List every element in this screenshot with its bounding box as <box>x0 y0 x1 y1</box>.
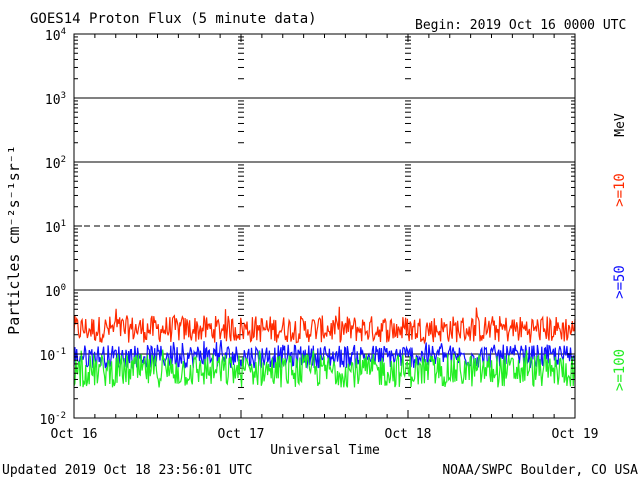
chart-title: GOES14 Proton Flux (5 minute data) <box>30 11 317 27</box>
y-tick-exponent: 1 <box>61 219 66 229</box>
y-tick-label: 101 <box>45 219 66 236</box>
begin-label: Begin: 2019 Oct 16 0000 UTC <box>415 18 626 33</box>
x-tick-label: Oct 17 <box>218 427 265 442</box>
y-tick-label: 100 <box>45 283 66 300</box>
y-tick-base: 10 <box>45 29 61 44</box>
y-tick-exponent: 3 <box>61 91 66 101</box>
x-axis-ticks: Oct 16 Oct 17 Oct 18 Oct 19 <box>51 34 599 442</box>
y-tick-base: 10 <box>45 221 61 236</box>
y-tick-base: 10 <box>45 157 61 172</box>
legend-unit: MeV <box>613 113 628 137</box>
y-tick-exponent: 2 <box>61 155 66 165</box>
x-tick-label: Oct 19 <box>552 427 599 442</box>
x-axis-label: Universal Time <box>270 443 380 458</box>
series-line <box>73 306 576 345</box>
y-tick-label: 102 <box>45 155 66 172</box>
legend: MeV >=10 >=50 >=100 <box>612 113 628 391</box>
x-tick-label: Oct 18 <box>385 427 432 442</box>
x-tick-label: Oct 16 <box>51 427 98 442</box>
legend-entry: >=50 <box>612 265 628 299</box>
y-tick-base: 10 <box>45 93 61 108</box>
y-tick-exponent: -2 <box>55 411 66 421</box>
y-axis-label: Particles cm⁻²s⁻¹sr⁻¹ <box>5 145 23 335</box>
y-tick-exponent: -1 <box>55 347 66 357</box>
series-line <box>73 349 576 388</box>
y-tick-label: 104 <box>45 27 66 44</box>
data-series <box>73 306 576 388</box>
legend-entry: >=10 <box>612 173 628 207</box>
y-tick-label: 10-1 <box>40 347 67 364</box>
series-line <box>73 340 576 369</box>
y-tick-exponent: 0 <box>61 283 66 293</box>
updated-label: Updated 2019 Oct 18 23:56:01 UTC <box>2 463 252 478</box>
y-tick-base: 10 <box>40 349 56 364</box>
legend-entry: >=100 <box>612 349 628 391</box>
y-tick-base: 10 <box>40 413 56 428</box>
y-tick-label: 10-2 <box>40 411 67 428</box>
y-tick-exponent: 4 <box>61 27 66 37</box>
credit-label: NOAA/SWPC Boulder, CO USA <box>442 463 638 478</box>
y-tick-base: 10 <box>45 285 61 300</box>
y-tick-label: 103 <box>45 91 66 108</box>
